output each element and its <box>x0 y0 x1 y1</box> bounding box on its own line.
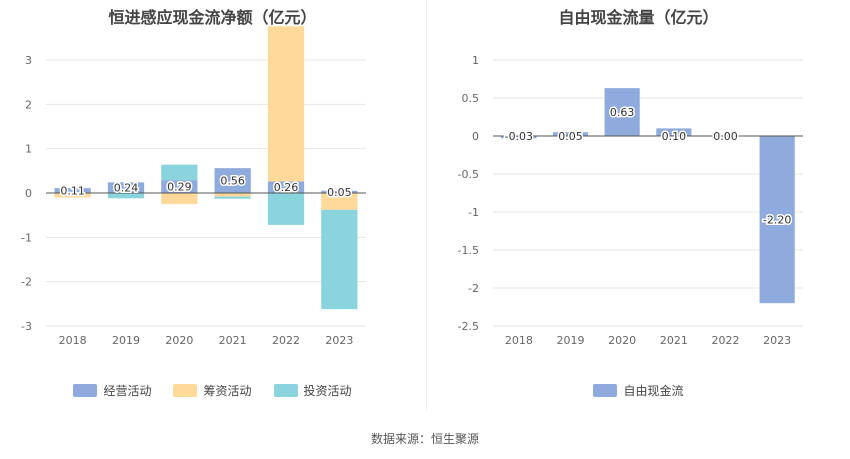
data-source-note: 数据来源：恒生聚源 <box>370 432 479 446</box>
y-tick-label: 1 <box>25 143 32 156</box>
data-label: 0.05 <box>327 186 352 199</box>
legend-label: 投资活动 <box>303 384 352 398</box>
bar-2022 <box>267 26 305 182</box>
x-tick-label: 2019 <box>112 334 140 347</box>
y-tick-label: 1 <box>472 54 479 67</box>
cash-flow-chart-svg: 3 2 1 0 -1 -2 -3 2018 2019 2020 2021 2022 2023 0.11 0.… <box>21 26 366 347</box>
bar-2023 <box>321 193 358 210</box>
x-tick-label: 2021 <box>219 334 247 347</box>
bar-2019 <box>107 193 145 199</box>
bar-2020 <box>161 193 198 205</box>
bar-2018 <box>54 193 91 198</box>
bar-2021 <box>656 128 692 136</box>
bar-2019 <box>107 182 145 193</box>
y-tick-label: 0 <box>25 187 32 200</box>
y-tick-label: -1 <box>21 231 32 244</box>
x-tick-label: 2021 <box>660 334 688 347</box>
chart-title: 恒进感应现金流净额（亿元） <box>108 8 317 27</box>
y-tick-label: -1 <box>468 206 479 219</box>
data-label: 0.63 <box>610 106 635 119</box>
legend-swatch <box>593 384 618 397</box>
legend-item[interactable]: 经营活动 <box>73 382 151 399</box>
bar-2020 <box>604 88 640 136</box>
y-tick-label: 2 <box>25 98 32 111</box>
bar-2020 <box>161 180 198 193</box>
legend-label: 自由现金流 <box>623 384 684 398</box>
data-label: -2.20 <box>763 214 791 227</box>
legend-swatch <box>173 384 198 397</box>
bar-2022 <box>267 181 305 193</box>
legend-item[interactable]: 投资活动 <box>273 382 352 399</box>
bar-2018 <box>54 188 91 193</box>
data-label: 0.05 <box>558 130 583 143</box>
bar-2020 <box>161 164 198 181</box>
x-tick-label: 2022 <box>272 334 300 347</box>
y-tick-label: -1.5 <box>458 244 479 257</box>
y-tick-label: 0.5 <box>462 92 480 105</box>
x-tick-label: 2022 <box>712 334 740 347</box>
panel-divider <box>426 0 427 410</box>
y-tick-label: -2 <box>21 276 32 289</box>
y-tick-label: -3 <box>21 320 32 333</box>
bar-2021 <box>214 196 251 199</box>
data-label: 0.29 <box>167 181 192 194</box>
legend-swatch <box>73 384 98 397</box>
data-label: 0.26 <box>274 181 299 194</box>
data-label: 0.56 <box>220 175 245 188</box>
legend-item[interactable]: 筹资活动 <box>173 382 252 399</box>
bar-2023 <box>759 136 795 304</box>
bar-2021 <box>214 193 251 197</box>
bar-2019 <box>552 132 589 136</box>
bar-2023 <box>321 209 358 310</box>
chart-title: 自由现金流量（亿元） <box>558 8 719 27</box>
bar-2023 <box>321 190 358 193</box>
x-tick-label: 2020 <box>165 334 193 347</box>
y-tick-label: 0 <box>472 130 479 143</box>
bar-2018 <box>501 136 537 139</box>
data-label: -0.03 <box>505 130 533 143</box>
data-label: 0.24 <box>114 182 139 195</box>
x-tick-label: 2023 <box>763 334 791 347</box>
legend-label: 经营活动 <box>103 384 152 398</box>
chart-legend: 经营活动 筹资活动 投资活动 <box>0 382 425 399</box>
y-tick-label: 3 <box>25 54 32 67</box>
free-cash-flow-chart-svg: 1 0.5 0 -0.5 -1 -1.5 -2 -2.5 2018 2019 2020 2021 202… <box>458 54 803 347</box>
cash-flow-chart-panel: 恒进感应现金流净额（亿元） 3 2 1 0 -1 -2 -3 2018 2019 2020 2021… <box>0 0 425 420</box>
legend-label: 筹资活动 <box>203 384 252 398</box>
x-tick-label: 2018 <box>505 334 533 347</box>
data-label: 0.10 <box>662 130 687 143</box>
x-tick-label: 2023 <box>325 334 353 347</box>
y-tick-label: -2 <box>468 282 479 295</box>
y-tick-label: -0.5 <box>458 168 479 181</box>
bar-2021 <box>214 168 251 193</box>
legend-swatch <box>273 384 298 397</box>
bar-2022 <box>267 193 305 225</box>
x-tick-label: 2019 <box>557 334 585 347</box>
chart-legend: 自由现金流 <box>427 382 850 399</box>
data-label: 0.00 <box>713 130 738 143</box>
legend-item[interactable]: 自由现金流 <box>593 382 684 399</box>
x-tick-label: 2020 <box>608 334 636 347</box>
y-tick-label: -2.5 <box>458 320 479 333</box>
data-label: 0.11 <box>60 185 85 198</box>
x-tick-label: 2018 <box>59 334 87 347</box>
free-cash-flow-chart-panel: 自由现金流量（亿元） 1 0.5 0 -0.5 -1 -1.5 -2 -2.5 2018 2019… <box>427 0 850 420</box>
